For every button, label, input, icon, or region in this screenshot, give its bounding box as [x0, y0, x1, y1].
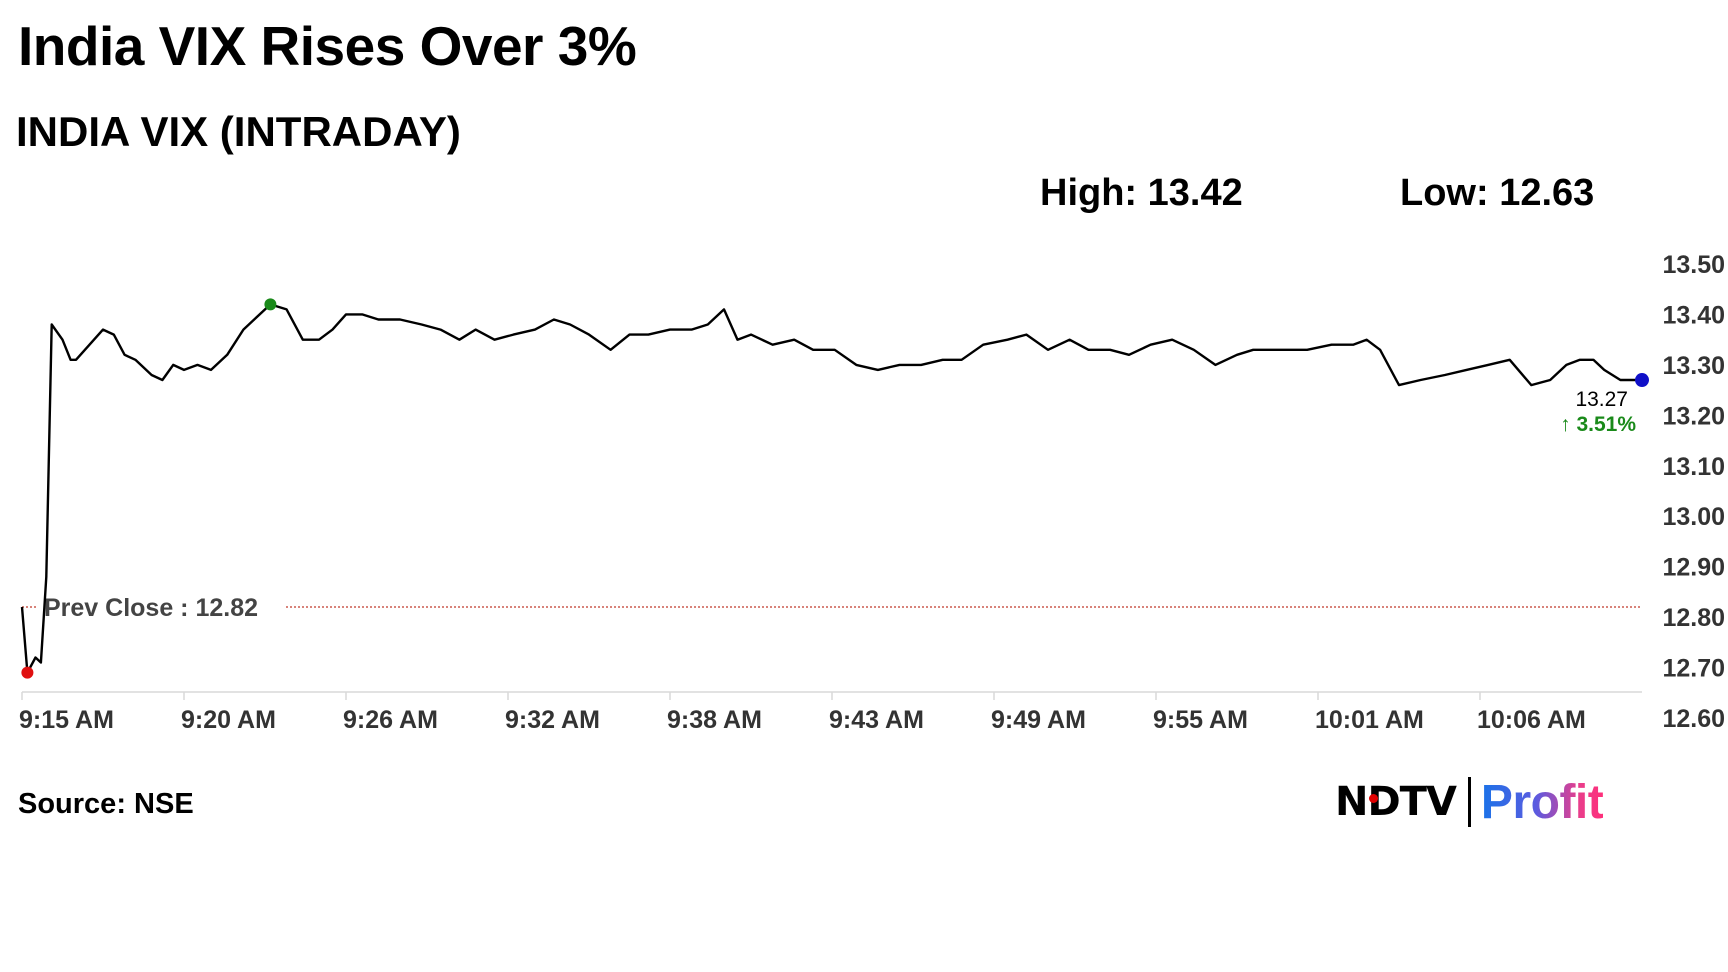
y-tick-label: 12.90 — [1662, 554, 1725, 582]
intraday-line-chart: 9:15 AM 9:20 AM 9:26 AM 9:32 AM 9:38 AM 9:43 … — [19, 251, 1725, 734]
logo-profit-wordmark: Profit — [1480, 775, 1604, 829]
source-note: Source: NSE — [18, 788, 194, 820]
x-tick-label: 10:06 AM — [1477, 706, 1586, 734]
prev-close-label: Prev Close : 12.82 — [44, 594, 258, 622]
y-tick-label: 13.40 — [1662, 301, 1725, 329]
low-marker — [21, 666, 34, 679]
x-tick-label: 9:49 AM — [991, 706, 1086, 734]
ndtv-profit-logo: NDTV Profit — [1335, 772, 1604, 832]
x-tick-label: 9:15 AM — [19, 706, 114, 734]
y-tick-label: 12.70 — [1662, 655, 1725, 683]
x-tick-label: 9:26 AM — [343, 706, 438, 734]
x-tick-label: 10:01 AM — [1315, 706, 1424, 734]
y-tick-label: 13.00 — [1662, 503, 1725, 531]
x-tick-label: 9:20 AM — [181, 706, 276, 734]
y-tick-label: 12.80 — [1662, 604, 1725, 632]
prev-close-label-bg — [38, 590, 284, 623]
logo-ndtv-wordmark: NDTV — [1335, 779, 1457, 825]
x-tick-label: 9:43 AM — [829, 706, 924, 734]
chart-title: INDIA VIX (INTRADAY) — [16, 108, 461, 155]
y-tick-label: 13.20 — [1662, 402, 1725, 430]
vix-series-line — [20, 303, 1642, 674]
x-tick-label: 9:38 AM — [667, 706, 762, 734]
x-tick-label: 9:55 AM — [1153, 706, 1248, 734]
y-tick-label: 13.50 — [1662, 251, 1725, 279]
y-tick-label: 13.30 — [1662, 352, 1725, 380]
y-tick-label: 13.10 — [1662, 453, 1725, 481]
chart-headline: India VIX Rises Over 3% — [18, 15, 637, 77]
change-percent-label: ↑ 3.51% — [1560, 413, 1636, 436]
high-label: High: 13.42 — [1040, 172, 1243, 214]
low-label: Low: 12.63 — [1400, 172, 1595, 214]
x-tick-label: 9:32 AM — [505, 706, 600, 734]
last-value-label: 13.27 — [1575, 388, 1628, 411]
logo-red-dot-icon — [1369, 794, 1378, 803]
high-marker — [264, 298, 277, 311]
last-value-marker — [1635, 373, 1649, 388]
y-tick-label: 12.60 — [1662, 705, 1725, 733]
logo-divider — [1467, 777, 1471, 827]
